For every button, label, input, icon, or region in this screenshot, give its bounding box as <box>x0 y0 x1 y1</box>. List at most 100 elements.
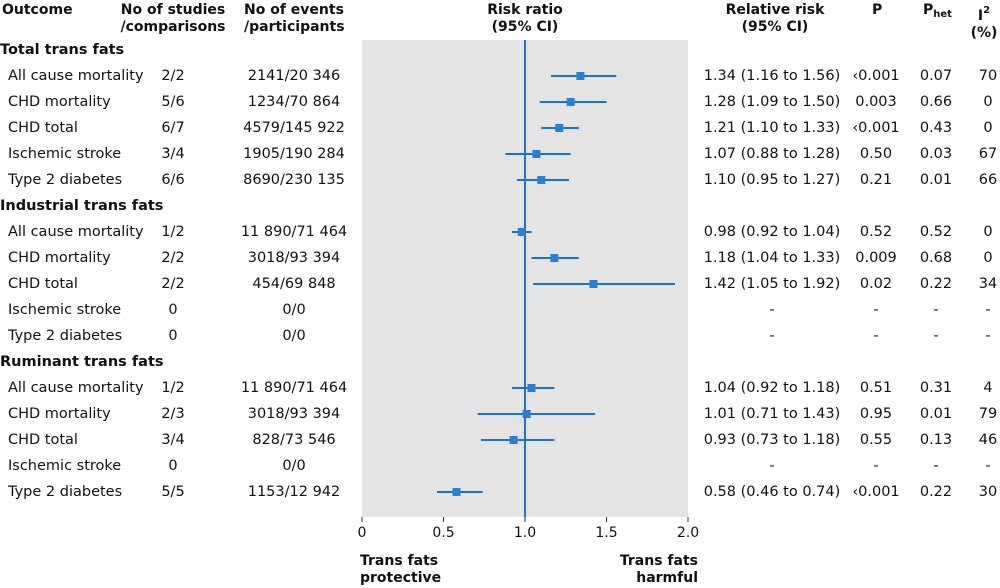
cell-i2: 0 <box>983 223 992 241</box>
header-i2-sup: 2 <box>983 5 990 16</box>
cell-events: 3018/93 394 <box>248 249 341 267</box>
cell-events: 1153/12 942 <box>248 483 341 501</box>
cell-relative-risk: 1.34 (1.16 to 1.56) <box>704 67 841 85</box>
cell-i2: 30 <box>979 483 997 501</box>
cell-outcome: All cause mortality <box>8 223 144 241</box>
cell-events: 1905/190 284 <box>243 145 345 163</box>
cell-studies: 3/4 <box>161 431 184 449</box>
cell-studies: 0 <box>168 457 177 475</box>
header-i2-unit: (%) <box>968 25 1000 42</box>
point-estimate <box>550 254 558 262</box>
cell-relative-risk: 1.07 (0.88 to 1.28) <box>704 145 841 163</box>
cell-events: 0/0 <box>282 301 305 319</box>
cell-outcome: CHD total <box>8 275 78 293</box>
cell-studies: 1/2 <box>161 223 184 241</box>
header-i2: I2 (%) <box>968 2 1000 42</box>
cell-i2: - <box>985 457 990 475</box>
cell-studies: 2/2 <box>161 67 184 85</box>
cell-outcome: All cause mortality <box>8 379 144 397</box>
label-harmful-line2: harmful <box>600 570 698 587</box>
header-outcome: Outcome <box>2 2 73 19</box>
forest-plot: 0 0.5 1.0 1.5 2.0 <box>0 0 1000 588</box>
point-estimate <box>555 124 563 132</box>
header-risk-ratio-line1: Risk ratio <box>445 2 605 19</box>
point-estimate <box>528 384 536 392</box>
plot-panel <box>362 40 688 517</box>
cell-events: 828/73 546 <box>252 431 335 449</box>
header-relative-risk: Relative risk (95% CI) <box>695 2 855 36</box>
cell-phet: 0.43 <box>920 119 952 137</box>
header-studies: No of studies /comparisons <box>118 2 228 36</box>
cell-i2: 0 <box>983 249 992 267</box>
cell-p: 0.21 <box>860 171 892 189</box>
cell-events: 0/0 <box>282 457 305 475</box>
cell-relative-risk: - <box>769 457 774 475</box>
cell-events: 11 890/71 464 <box>241 379 347 397</box>
cell-studies: 1/2 <box>161 379 184 397</box>
cell-i2: 79 <box>979 405 997 423</box>
cell-i2: 67 <box>979 145 997 163</box>
cell-relative-risk: 0.98 (0.92 to 1.04) <box>704 223 841 241</box>
header-relative-risk-line2: (95% CI) <box>695 19 855 36</box>
cell-phet: 0.01 <box>920 405 952 423</box>
cell-i2: 70 <box>979 67 997 85</box>
x-tick-label: 2.0 <box>677 525 699 541</box>
cell-relative-risk: 1.42 (1.05 to 1.92) <box>704 275 841 293</box>
cell-p: 0.95 <box>860 405 892 423</box>
cell-outcome: Ischemic stroke <box>8 301 121 319</box>
cell-p: ‹0.001 <box>852 483 899 501</box>
header-i2-line1: I2 <box>968 2 1000 25</box>
cell-p: - <box>873 327 878 345</box>
cell-events: 8690/230 135 <box>243 171 345 189</box>
point-estimate <box>453 488 461 496</box>
cell-p: ‹0.001 <box>852 119 899 137</box>
cell-studies: 3/4 <box>161 145 184 163</box>
cell-outcome: All cause mortality <box>8 67 144 85</box>
label-harmful-line1: Trans fats <box>600 553 698 570</box>
cell-events: 2141/20 346 <box>248 67 341 85</box>
cell-p: 0.55 <box>860 431 892 449</box>
cell-studies: 0 <box>168 301 177 319</box>
point-estimate <box>589 280 597 288</box>
cell-outcome: CHD mortality <box>8 405 111 423</box>
point-estimate <box>523 410 531 418</box>
cell-relative-risk: - <box>769 327 774 345</box>
cell-events: 0/0 <box>282 327 305 345</box>
header-phet: Phet <box>923 2 952 23</box>
point-estimate <box>567 98 575 106</box>
cell-outcome: Type 2 diabetes <box>8 483 122 501</box>
cell-p: 0.02 <box>860 275 892 293</box>
cell-i2: 66 <box>979 171 997 189</box>
cell-p: 0.003 <box>855 93 897 111</box>
label-protective-line1: Trans fats <box>360 553 441 570</box>
cell-i2: - <box>985 327 990 345</box>
header-relative-risk-line1: Relative risk <box>695 2 855 19</box>
header-events: No of events /participants <box>244 2 345 36</box>
header-events-line2: /participants <box>244 19 345 36</box>
label-protective: Trans fats protective <box>360 553 441 587</box>
cell-p: 0.52 <box>860 223 892 241</box>
cell-phet: 0.52 <box>920 223 952 241</box>
header-phet-base: P <box>923 2 933 18</box>
cell-i2: - <box>985 301 990 319</box>
cell-outcome: CHD mortality <box>8 93 111 111</box>
cell-outcome: Type 2 diabetes <box>8 171 122 189</box>
cell-p: 0.009 <box>855 249 897 267</box>
cell-studies: 5/5 <box>161 483 184 501</box>
point-estimate <box>532 150 540 158</box>
cell-phet: - <box>933 457 938 475</box>
cell-phet: 0.66 <box>920 93 952 111</box>
cell-i2: 46 <box>979 431 997 449</box>
cell-relative-risk: 0.93 (0.73 to 1.18) <box>704 431 841 449</box>
cell-relative-risk: 1.10 (0.95 to 1.27) <box>704 171 841 189</box>
cell-outcome: Ischemic stroke <box>8 457 121 475</box>
cell-outcome: Ischemic stroke <box>8 145 121 163</box>
cell-studies: 6/6 <box>161 171 184 189</box>
point-estimate <box>518 228 526 236</box>
cell-outcome: Type 2 diabetes <box>8 327 122 345</box>
cell-events: 11 890/71 464 <box>241 223 347 241</box>
point-estimate <box>576 72 584 80</box>
header-risk-ratio-line2: (95% CI) <box>445 19 605 36</box>
header-phet-sub: het <box>933 9 952 20</box>
cell-phet: - <box>933 301 938 319</box>
